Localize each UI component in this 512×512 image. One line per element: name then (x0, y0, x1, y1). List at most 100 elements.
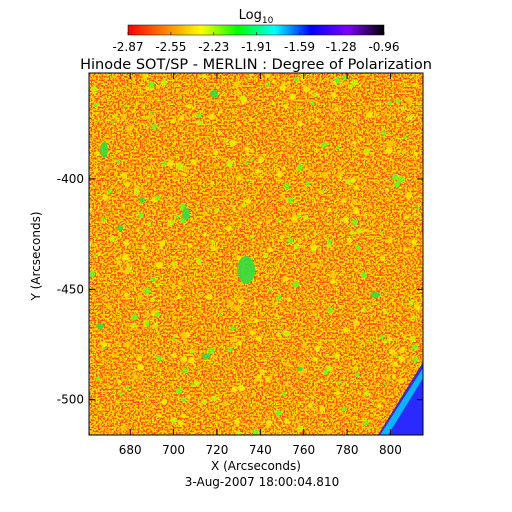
polarization-speck (283, 276, 289, 282)
polarization-speck (317, 189, 323, 195)
polarization-speck (120, 114, 126, 120)
x-tick-label: 800 (379, 443, 402, 457)
polarization-speck (115, 257, 119, 261)
polarization-speck (233, 81, 241, 88)
polarization-speck (307, 403, 313, 409)
polarization-speck (171, 284, 176, 290)
polarization-speck (259, 369, 265, 375)
polarization-speck (124, 342, 131, 348)
polarization-speck (227, 301, 234, 308)
polarization-speck (148, 98, 152, 102)
polarization-speck (146, 80, 148, 83)
polarization-speck (89, 207, 93, 212)
polarization-speck (379, 254, 386, 261)
polarization-speck (326, 242, 332, 249)
polarization-speck (206, 207, 210, 211)
polarization-speck (235, 430, 242, 435)
polarization-speck (259, 87, 262, 89)
polarization-speck (112, 390, 116, 394)
polarization-speck (152, 322, 159, 329)
polarization-speck (224, 227, 227, 230)
polarization-speck (211, 395, 218, 402)
polarization-speck (287, 237, 293, 244)
polarization-speck (234, 216, 236, 218)
y-axis-label: Y (Arcseconds) (29, 211, 43, 301)
polarization-speck (172, 336, 176, 340)
polarization-speck (304, 408, 307, 412)
polarization-speck (224, 139, 228, 143)
polarization-speck (258, 156, 265, 163)
polarization-speck (362, 420, 369, 426)
polarization-speck (351, 219, 358, 226)
polarization-speck (268, 103, 271, 106)
polarization-speck (296, 425, 303, 432)
polarization-speck (107, 188, 113, 194)
polarization-speck (405, 214, 410, 220)
polarization-speck (405, 192, 412, 200)
polarization-speck (97, 252, 101, 256)
polarization-speck (349, 230, 355, 235)
polarization-speck (129, 346, 134, 350)
polarization-speck (196, 120, 202, 126)
polarization-speck (356, 228, 362, 234)
polarization-speck (217, 130, 222, 134)
polarization-speck (181, 332, 188, 339)
polarization-speck (175, 387, 182, 395)
polarization-speck (282, 391, 286, 396)
polarization-speck (305, 180, 311, 186)
polarization-speck (124, 181, 130, 188)
polarization-speck (113, 250, 116, 252)
polarization-speck (200, 398, 207, 405)
polarization-speck (123, 104, 127, 108)
polarization-speck (132, 108, 136, 112)
polarization-speck (231, 386, 238, 393)
polarization-speck (156, 283, 160, 288)
polarization-speck (408, 300, 414, 306)
polarization-speck (215, 384, 218, 386)
polarization-speck (232, 112, 236, 115)
polarization-speck (326, 194, 328, 197)
polarization-speck (177, 294, 182, 299)
x-axis: 680 700 720 740 760 780 800 (119, 73, 402, 457)
colorbar-ticks: -2.87 -2.55 -2.23 -1.91 -1.59 -1.28 -0.96 (112, 32, 400, 54)
polarization-speck (125, 125, 133, 132)
polarization-speck (333, 106, 339, 112)
polarization-speck (201, 73, 207, 79)
polarization-speck (249, 330, 255, 336)
polarization-speck (381, 189, 384, 192)
polarization-speck (275, 313, 279, 318)
colorbar-tick-label: -0.96 (368, 40, 399, 54)
polarization-speck (287, 137, 292, 143)
polarization-speck (182, 172, 187, 177)
polarization-speck (354, 185, 359, 191)
polarization-speck (135, 268, 139, 272)
polarization-speck (264, 275, 268, 278)
polarization-speck (265, 376, 271, 383)
polarization-speck (365, 130, 369, 133)
colorbar-tick-label: -2.55 (155, 40, 186, 54)
polarization-speck (214, 346, 217, 349)
polarization-speck (343, 327, 349, 333)
polarization-speck (311, 396, 315, 400)
polarization-speck (93, 253, 97, 257)
polarization-speck (293, 243, 299, 250)
polarization-speck (327, 207, 332, 212)
polarization-speck (281, 166, 286, 171)
polarization-speck (346, 238, 352, 244)
polarization-speck (246, 178, 250, 182)
polarization-speck (312, 356, 318, 362)
polarization-speck (253, 301, 258, 306)
polarization-speck (247, 245, 250, 248)
polarization-speck (283, 418, 290, 425)
polarization-speck (146, 232, 149, 235)
polarization-speck (217, 385, 221, 388)
heatmap-image (89, 73, 423, 435)
polarization-speck (325, 428, 332, 435)
polarization-speck (286, 222, 290, 227)
polarization-speck (250, 149, 255, 154)
polarization-speck (296, 419, 300, 423)
y-tick-label: -500 (57, 393, 84, 407)
polarization-speck (219, 355, 223, 359)
polarization-speck (188, 357, 195, 364)
polarization-speck (347, 84, 354, 90)
